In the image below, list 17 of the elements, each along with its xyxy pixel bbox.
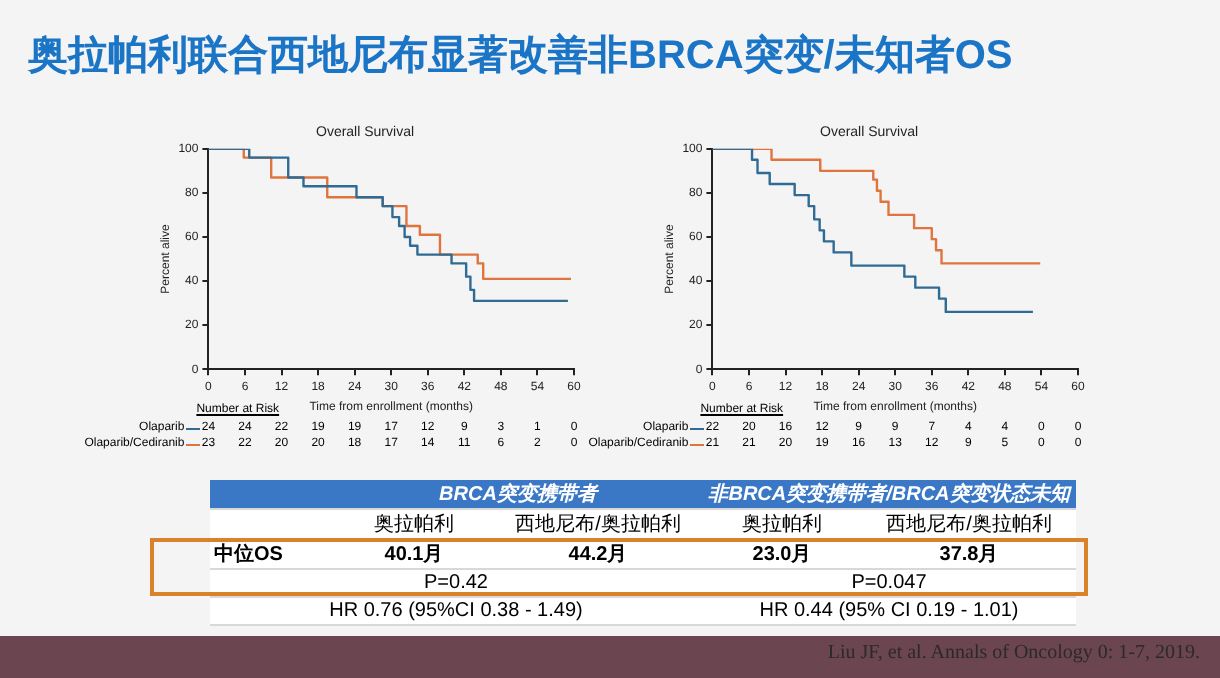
- text: HR 0.76 (95%CI 0.38 - 1.49): [210, 597, 702, 625]
- text: 40.1月: [334, 539, 494, 569]
- text: 44.2月: [494, 539, 702, 569]
- text: P=0.047: [702, 569, 1076, 597]
- text: BRCA突变携带者: [334, 480, 702, 509]
- text: 西地尼布/奥拉帕利: [862, 509, 1076, 539]
- text: 西地尼布/奥拉帕利: [494, 509, 702, 539]
- text: 奥拉帕利联合西地尼布显著改善非BRCA突变/未知者OS: [28, 30, 1015, 82]
- text: 非BRCA突变携带者/BRCA突变状态未知: [702, 480, 1076, 509]
- text: 37.8月: [862, 539, 1076, 569]
- text: 23.0月: [702, 539, 862, 569]
- text: HR 0.44 (95% CI 0.19 - 1.01): [702, 597, 1076, 625]
- text: 奥拉帕利: [702, 509, 862, 539]
- text: P=0.42: [210, 569, 702, 597]
- text: 奥拉帕利: [334, 509, 494, 539]
- text: 中位OS: [210, 539, 334, 569]
- text: Liu JF, et al. Annals of Oncology 0: 1-7, 2019.: [827, 642, 1200, 664]
